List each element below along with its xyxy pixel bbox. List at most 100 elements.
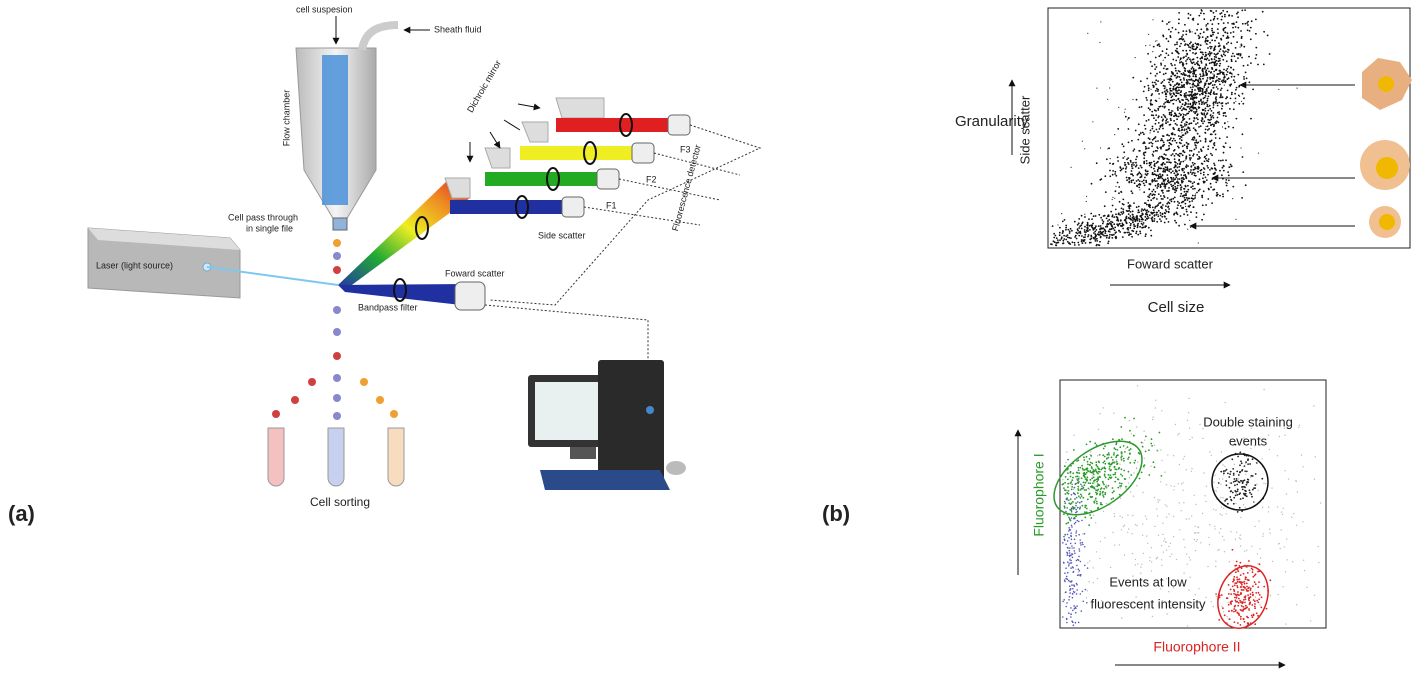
dot <box>1205 110 1207 112</box>
dot <box>1154 64 1156 66</box>
dot <box>1095 240 1097 242</box>
dot <box>1183 175 1185 177</box>
dot <box>1188 44 1190 46</box>
dot <box>1184 70 1186 72</box>
dot <box>1238 474 1240 476</box>
dot <box>1213 12 1215 14</box>
dot <box>1166 506 1167 507</box>
dot <box>1086 201 1087 202</box>
dot <box>1151 65 1153 67</box>
dot <box>1098 225 1100 227</box>
dot <box>1233 481 1235 483</box>
dot <box>1190 110 1192 112</box>
dot <box>1186 146 1188 148</box>
dot <box>1218 482 1220 484</box>
dot <box>1223 539 1224 540</box>
dot <box>1210 116 1212 118</box>
dot <box>1115 237 1117 239</box>
dot <box>1150 164 1152 166</box>
dot <box>1076 593 1078 595</box>
dot <box>1218 619 1220 621</box>
dot <box>1081 485 1083 487</box>
dot <box>1175 95 1177 97</box>
dot <box>1160 220 1162 222</box>
dot <box>1102 494 1104 496</box>
dot <box>1213 112 1215 114</box>
dot <box>1184 128 1185 129</box>
dot <box>1097 578 1098 579</box>
dot <box>1069 243 1071 245</box>
dot <box>1112 199 1113 200</box>
dot <box>1068 563 1070 565</box>
dot <box>1210 183 1212 185</box>
dot <box>1222 607 1224 609</box>
dot <box>1174 113 1176 115</box>
dot <box>1211 46 1213 48</box>
dot <box>1148 142 1150 144</box>
dot <box>1219 13 1221 15</box>
dot <box>1199 67 1201 69</box>
dot <box>1157 109 1159 111</box>
dot <box>1199 73 1201 75</box>
dot <box>1086 444 1088 446</box>
dot <box>1245 495 1247 497</box>
dot <box>1238 614 1240 616</box>
dot <box>1245 463 1246 464</box>
dot <box>1216 490 1217 491</box>
dot <box>1165 92 1167 94</box>
dot <box>1159 500 1160 501</box>
dot <box>1065 462 1066 463</box>
dot <box>1158 214 1159 215</box>
dot <box>1156 198 1158 200</box>
dot <box>1194 144 1196 146</box>
dot <box>1103 221 1105 223</box>
dot <box>1190 166 1192 168</box>
dot <box>1076 583 1078 585</box>
dot <box>1069 529 1071 531</box>
dot <box>1204 41 1206 43</box>
dot <box>1108 452 1110 454</box>
dot <box>1137 563 1138 564</box>
dot <box>1207 44 1208 45</box>
dot <box>1064 501 1066 503</box>
dot <box>1081 495 1083 497</box>
dot <box>1205 26 1206 27</box>
dot <box>1169 139 1171 141</box>
dot <box>1174 197 1176 199</box>
dot <box>1262 11 1264 13</box>
dot <box>1094 231 1096 233</box>
dot <box>1126 228 1128 230</box>
dot <box>1186 164 1188 166</box>
dot <box>1132 230 1134 232</box>
dot <box>1065 239 1067 241</box>
dot <box>1067 554 1069 556</box>
dot <box>1162 534 1163 535</box>
dot <box>1125 171 1127 173</box>
dot <box>1183 201 1185 203</box>
axis-label: Cell size <box>1148 299 1205 316</box>
dot <box>1190 171 1192 173</box>
dot <box>1109 175 1111 177</box>
dot <box>1123 460 1125 462</box>
dot <box>1173 455 1174 456</box>
annotation: fluorescent intensity <box>1091 596 1206 611</box>
dot <box>1176 176 1178 178</box>
dot <box>1252 569 1254 571</box>
dot <box>1074 494 1076 496</box>
dot <box>1175 70 1177 72</box>
dot <box>1137 224 1139 226</box>
dot <box>1207 47 1209 49</box>
dot <box>1070 536 1072 538</box>
dot <box>1252 458 1254 460</box>
dot <box>1225 179 1227 181</box>
dot <box>1181 177 1183 179</box>
dot <box>1185 194 1187 196</box>
dot <box>1067 229 1069 231</box>
dot <box>1221 19 1223 21</box>
dot <box>1085 468 1087 470</box>
dot <box>1222 196 1224 198</box>
dot <box>1190 60 1192 62</box>
dot <box>1268 507 1269 508</box>
dot <box>1157 90 1159 92</box>
label: Cell pass through <box>228 212 298 222</box>
